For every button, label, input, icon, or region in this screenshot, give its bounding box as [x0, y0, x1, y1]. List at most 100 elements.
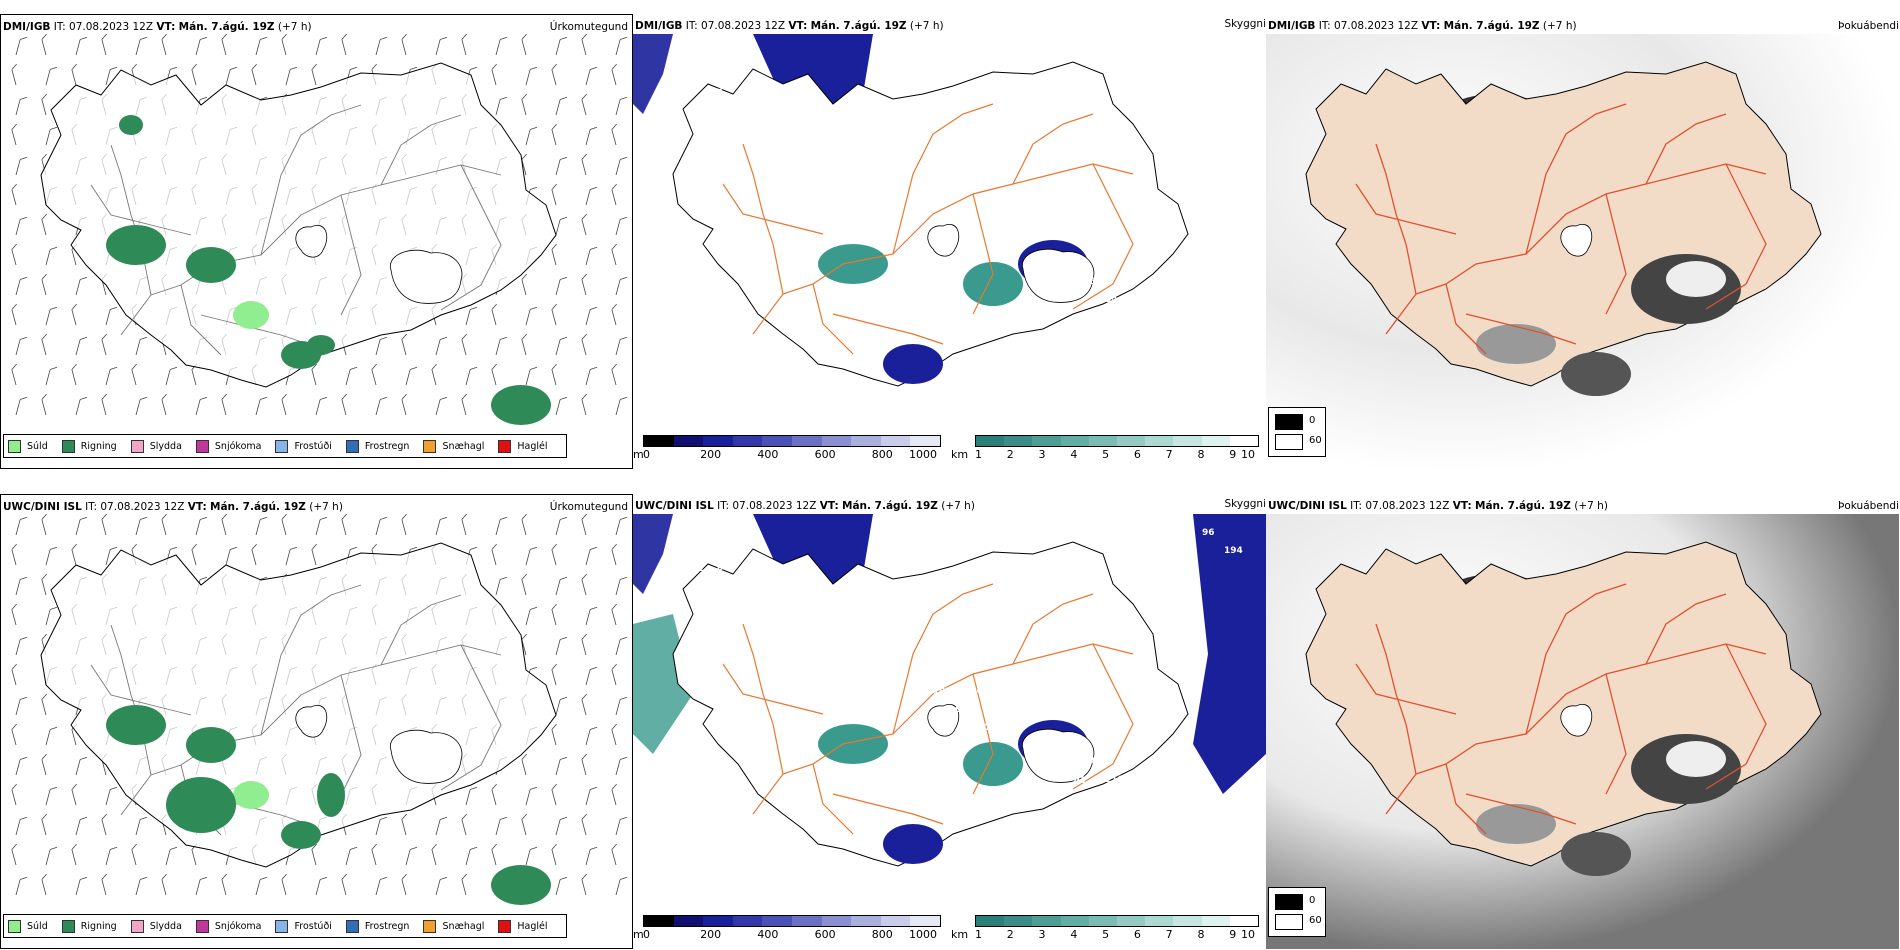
legend-item: Snjókoma: [195, 919, 261, 933]
colorbar-tick: 0: [643, 448, 650, 461]
cloud-base-label: 40: [977, 723, 990, 733]
legend-label: Súld: [27, 440, 48, 452]
legend-item: Frostregn: [345, 919, 410, 933]
colorbar-tick: 9: [1229, 928, 1237, 941]
cloud-base-label: 116: [836, 154, 855, 164]
legend-label: Slydda: [149, 920, 182, 932]
colorbar-tick: 800: [871, 928, 893, 941]
legend-label: Frostregn: [364, 920, 410, 932]
colorbar-tick: 1: [975, 928, 982, 941]
panel-title: Þokuábendi: [1838, 500, 1899, 512]
legend-item: Rigning: [61, 439, 117, 453]
legend-item: Frostregn: [345, 439, 409, 453]
legend-swatch: [345, 439, 359, 453]
legend-swatch: [61, 439, 75, 453]
cloud-base-label: 86: [889, 651, 902, 661]
cloud-base-label: 178: [673, 527, 692, 537]
cloud-base-label: 71: [964, 206, 977, 216]
legend-swatch: [195, 919, 209, 933]
cloud-base-label: 76: [911, 669, 924, 679]
colorbar-unit: m: [633, 448, 644, 461]
colorbar-unit: km: [951, 448, 969, 461]
colorbar-tick: 200: [700, 928, 722, 941]
legend-label: Frostúði: [294, 920, 332, 932]
iceland-map: [11, 33, 628, 425]
iceland-map: 67 52 55 71 57 6 115 113 88 91 96 56 54 61 190 124 54 41 3…: [633, 34, 1215, 387]
legend-item: Slydda: [130, 919, 182, 933]
cloud-base-label: 91: [986, 224, 999, 234]
legend-swatch: [498, 439, 512, 453]
colorbar-tick: 6: [1133, 928, 1141, 941]
cloudbase-m-colorbar: m 0 200 400 600 800 1000: [633, 431, 943, 465]
cloud-base-label: 258: [964, 686, 983, 696]
legend-label: Rigning: [80, 440, 117, 452]
fog-legend: 0 60: [1268, 887, 1326, 937]
cloud-base-label: 121: [792, 598, 811, 608]
legend-swatch: [61, 919, 75, 933]
cloud-base-label: 115: [1052, 758, 1071, 768]
cloud-base-label: 61: [814, 136, 827, 146]
precip-legend: Súld Rigning Slydda Snjókoma Frostúði Frostre…: [3, 434, 567, 458]
cloud-base-label: 47: [880, 670, 893, 680]
panel-title: Skyggni: [1224, 498, 1267, 510]
cloud-base-label: 96: [1202, 528, 1215, 538]
legend-item: Frostúði: [275, 439, 332, 453]
colorbar-strip: [975, 915, 1259, 927]
cloud-base-label: 210: [1105, 775, 1124, 785]
legend-swatch: [345, 919, 359, 933]
panel-header: UWC/DINI ISL IT: 07.08.2023 12Z VT: Mán.…: [1268, 500, 1608, 512]
legend-item: Haglél: [498, 919, 548, 933]
cloud-base-label: 265: [1158, 792, 1177, 802]
cloud-base-label: 54: [717, 83, 730, 93]
iceland-map: [11, 513, 628, 905]
cloud-base-label: 55: [867, 153, 880, 163]
cloud-base-label: 194: [1224, 546, 1243, 556]
colorbar-unit: m: [633, 928, 644, 941]
cloud-base-label: 6: [1158, 312, 1164, 322]
legend-swatch: [498, 919, 512, 933]
fog-legend-bottom: 60: [1309, 915, 1322, 926]
legend-item: Rigning: [61, 919, 117, 933]
panel-title: Úrkomutegund: [549, 501, 628, 513]
colorbar-tick: 800: [871, 448, 893, 461]
legend-label: Snæhagl: [442, 440, 485, 452]
legend-item: Snjókoma: [195, 439, 261, 453]
colorbar-tick: 0: [643, 928, 650, 941]
colorbar-tick: 8: [1197, 928, 1205, 941]
colorbar-tick: 9: [1229, 448, 1237, 461]
cloud-base-label: 96: [1083, 277, 1096, 287]
cloud-base-label: 87: [1030, 740, 1043, 750]
cloud-base-label: 81: [1180, 810, 1193, 820]
fog-panel-1: DMI/IGB IT: 07.08.2023 12Z VT: Mán. 7.ág…: [1266, 14, 1899, 469]
visibility-km-colorbar: km 1 2 3 4 5 6 7 8 9 10: [951, 911, 1261, 945]
colorbar-strip: [975, 435, 1259, 447]
cloud-base-label: 113: [792, 118, 811, 128]
cloud-base-label: 190: [911, 189, 930, 199]
legend-swatch: [423, 919, 437, 933]
colorbar-tick: 8: [1197, 448, 1205, 461]
colorbar-tick: 2: [1006, 448, 1014, 461]
legend-label: Haglél: [517, 440, 548, 452]
legend-item: Frostúði: [275, 919, 332, 933]
cloud-base-label: 176: [1008, 722, 1027, 732]
cloud-base-label: 218: [761, 599, 780, 609]
cloud-base-label: 32: [1171, 529, 1184, 539]
legend-item: Slydda: [130, 439, 182, 453]
cloud-base-label: 88: [889, 171, 902, 181]
cloud-base-label: 162: [836, 634, 855, 644]
panel-header: DMI/IGB IT: 07.08.2023 12Z VT: Mán. 7.ág…: [3, 21, 312, 33]
legend-swatch: [8, 919, 21, 933]
precip-panel-2: UWC/DINI ISL IT: 07.08.2023 12Z VT: Mán.…: [0, 494, 633, 949]
cloud-panel-1: DMI/IGB IT: 07.08.2023 12Z VT: Mán. 7.ág…: [633, 14, 1266, 469]
iceland-map: 178 90 256 258 263 265 241 121 86 88 74 81 88 88 76 176…: [633, 514, 1266, 867]
fog-legend: 0 60: [1268, 407, 1326, 457]
colorbar-tick: 4: [1070, 928, 1078, 941]
cloudbase-m-colorbar: m 0 200 400 600 800 1000: [633, 911, 943, 945]
cloud-base-label: 58: [1149, 811, 1162, 821]
legend-swatch: [130, 919, 144, 933]
legend-item: Snæhagl: [423, 919, 484, 933]
cloud-base-label: 178: [739, 581, 758, 591]
cloud-base-label: 124: [1008, 242, 1027, 252]
colorbar-tick: 600: [814, 448, 836, 461]
cloud-base-label: 41: [1202, 48, 1215, 58]
